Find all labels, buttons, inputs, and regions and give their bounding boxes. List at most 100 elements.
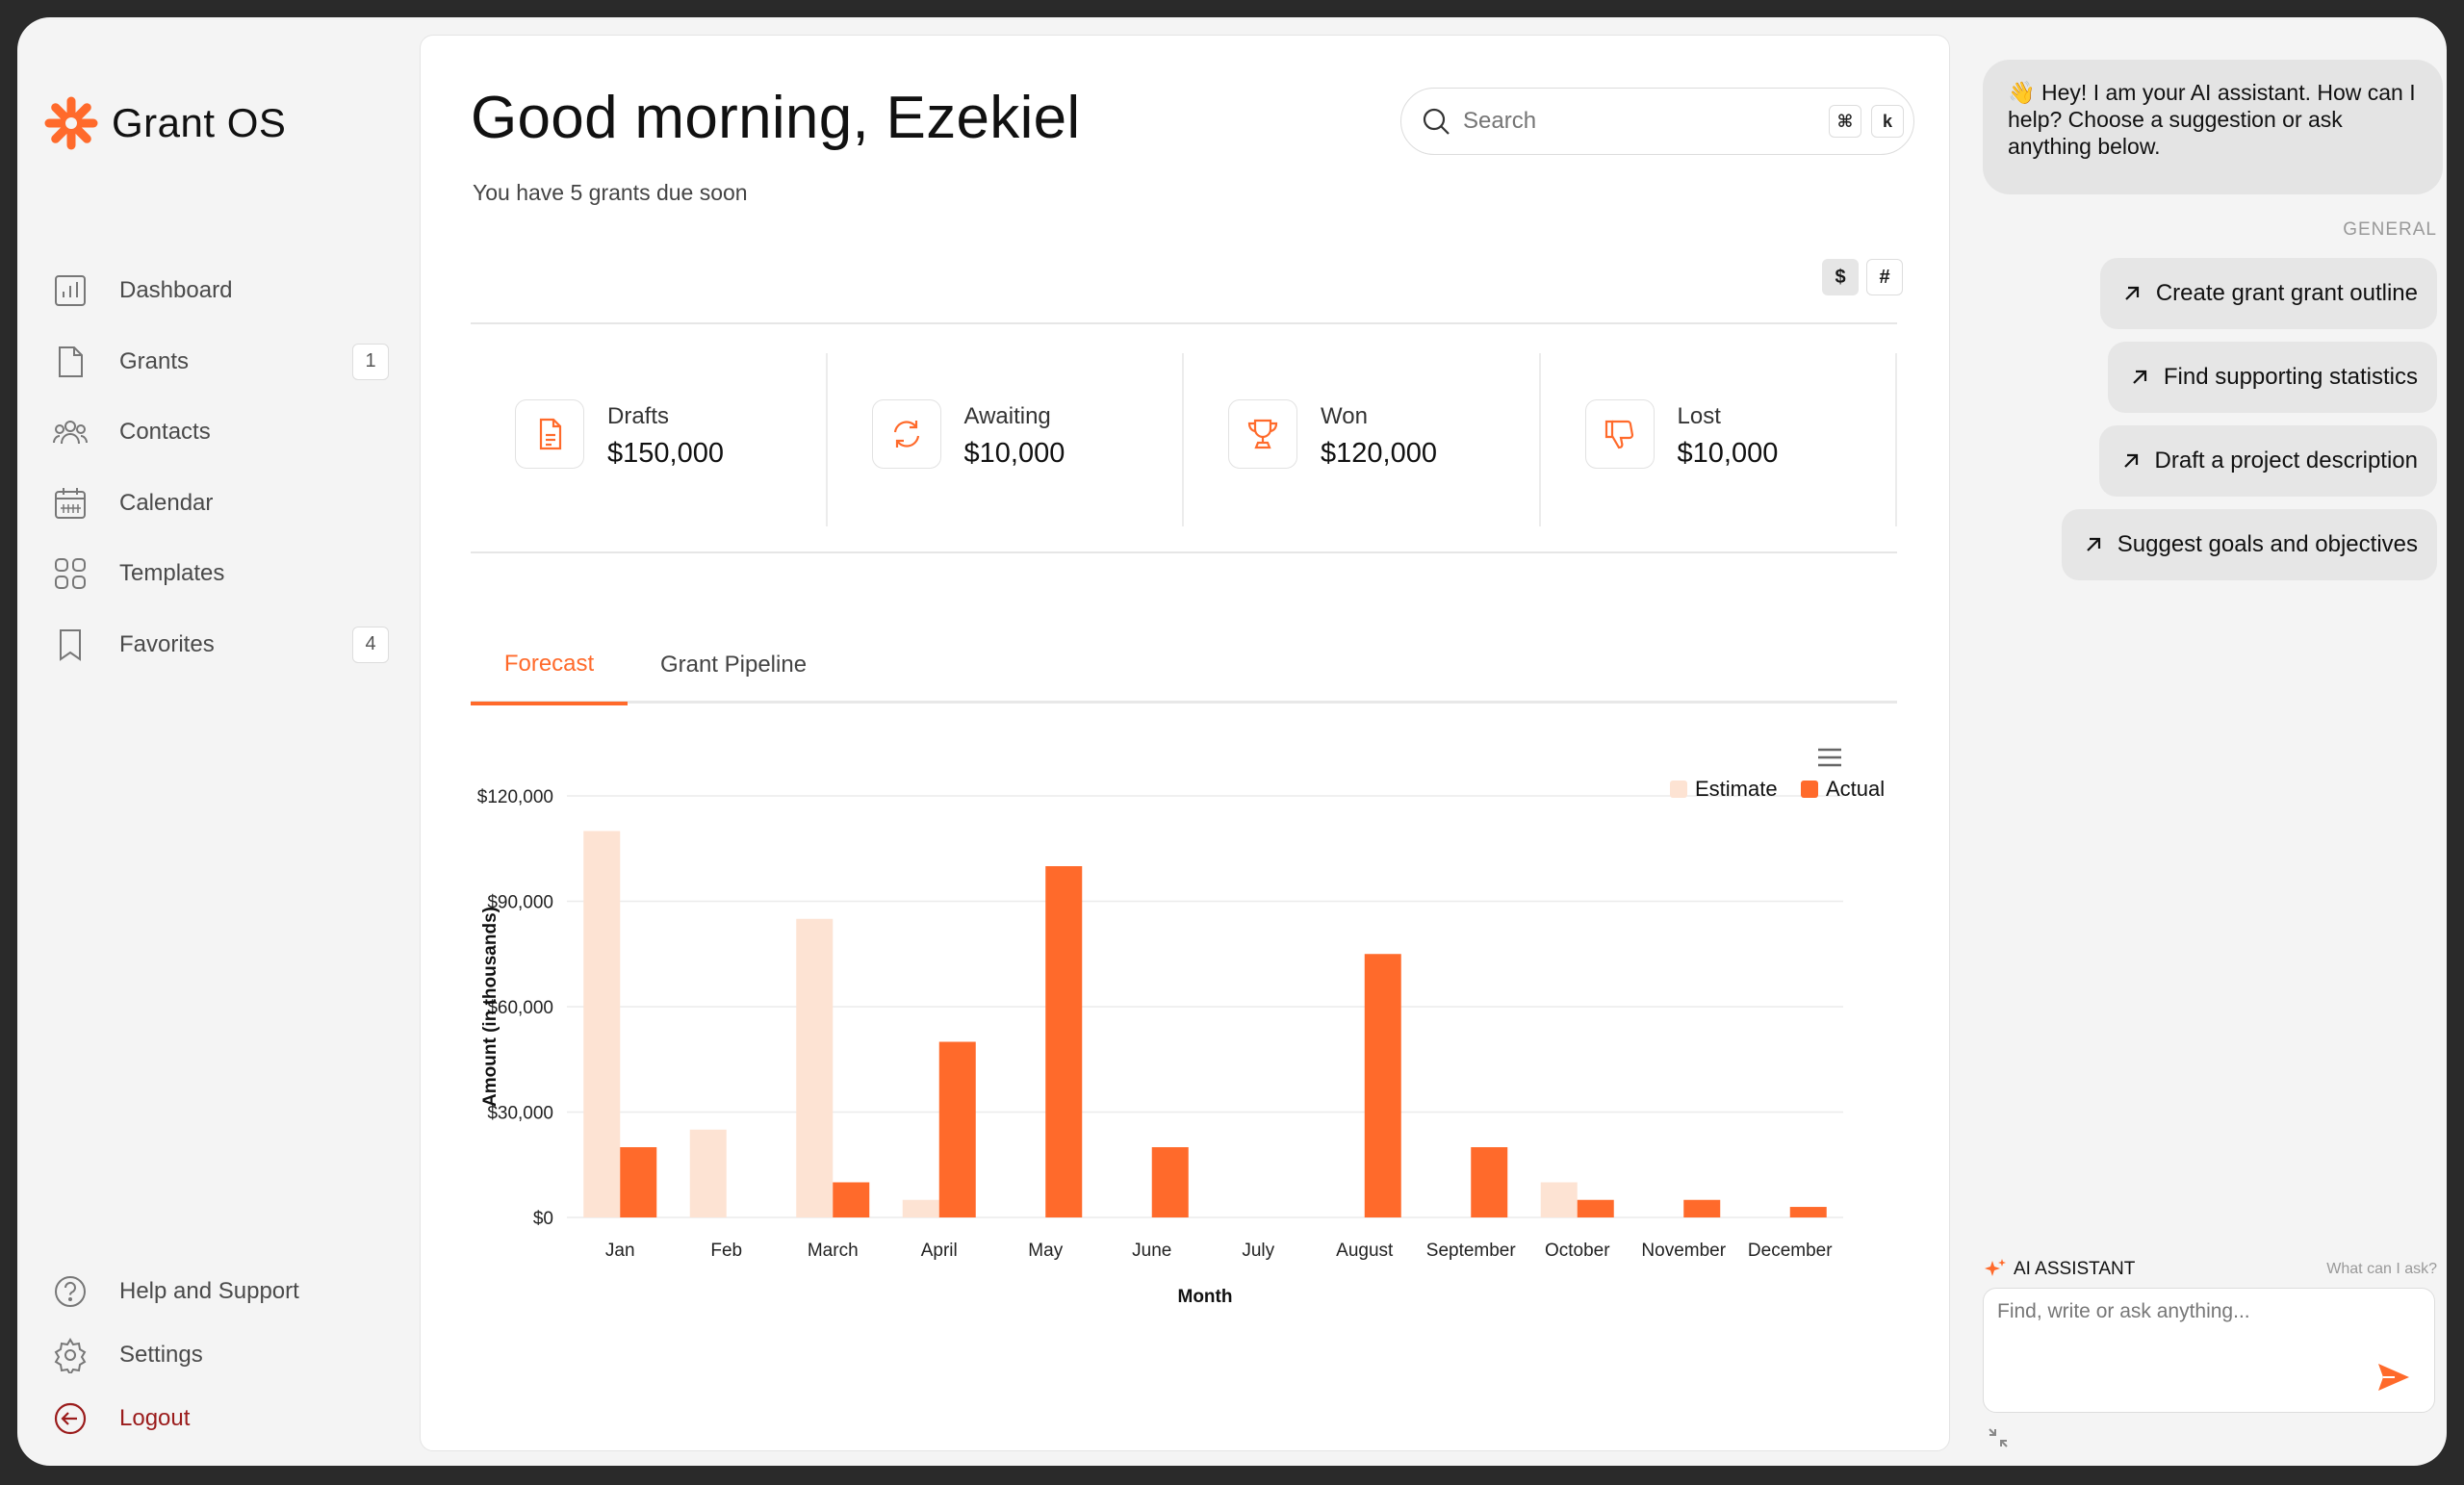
sidebar-item-settings[interactable]: Settings	[52, 1332, 389, 1378]
bar-actual-may	[1045, 866, 1083, 1217]
stat-label: Awaiting	[963, 403, 1051, 429]
stat-label: Won	[1321, 403, 1368, 429]
trophy-icon	[1247, 419, 1278, 449]
people-icon	[53, 421, 88, 445]
tab-forecast[interactable]: Forecast	[471, 627, 628, 705]
stat-value: $10,000	[963, 438, 1065, 469]
forecast-chart: Estimate Actual $0 $30,000 $60,000 $90,000 $1…	[471, 719, 1897, 1412]
gear-icon	[54, 1338, 87, 1373]
x-tick-label: December	[1748, 1241, 1833, 1261]
value-format-toggle: $ #	[1814, 259, 1903, 295]
tab-grant-pipeline[interactable]: Grant Pipeline	[659, 652, 808, 678]
bar-chart-icon	[55, 275, 86, 306]
sidebar-item-label: Templates	[119, 560, 225, 586]
sidebar-item-label: Settings	[119, 1342, 203, 1368]
suggestion-button[interactable]: Find supporting statistics	[2107, 342, 2437, 413]
x-tick-label: October	[1545, 1241, 1610, 1261]
grid-icon	[55, 558, 86, 589]
divider	[471, 322, 1897, 324]
sidebar-item-favorites[interactable]: Favorites 4	[52, 622, 389, 668]
sidebar-item-label: Favorites	[119, 630, 215, 657]
sidebar-item-label: Help and Support	[119, 1278, 299, 1304]
legend-label: Estimate	[1695, 777, 1778, 801]
y-tick-label: $60,000	[487, 998, 553, 1018]
sidebar-item-calendar[interactable]: Calendar	[52, 480, 389, 526]
what-can-i-ask-link[interactable]: What can I ask?	[2326, 1261, 2437, 1277]
refresh-icon	[893, 421, 919, 448]
bar-actual-june	[1151, 1147, 1189, 1217]
main-nav: Dashboard Grants 1 Contacts	[52, 268, 389, 692]
document-icon	[539, 418, 562, 450]
x-tick-label: November	[1641, 1241, 1726, 1261]
divider	[471, 551, 1897, 553]
stat-card-lost[interactable]: Lost $10,000	[1541, 353, 1897, 526]
bar-actual-november	[1683, 1199, 1721, 1217]
shortcut-key-cmd: ⌘	[1829, 105, 1861, 138]
ai-prompt-input[interactable]: Find, write or ask anything...	[1983, 1288, 2435, 1413]
search-icon	[1423, 108, 1450, 135]
stat-value: $150,000	[607, 438, 724, 469]
legend-swatch	[1801, 781, 1818, 798]
send-icon[interactable]	[2374, 1358, 2413, 1396]
stat-card-awaiting[interactable]: Awaiting $10,000	[828, 353, 1184, 526]
suggestion-label: Find supporting statistics	[2163, 364, 2418, 390]
ai-assistant-label: AI ASSISTANT	[1983, 1257, 2135, 1282]
bar-actual-april	[938, 1041, 976, 1217]
stat-label: Lost	[1677, 403, 1721, 429]
suggestion-label: Draft a project description	[2154, 448, 2418, 474]
ai-assistant-title: AI ASSISTANT	[2014, 1259, 2136, 1279]
main-panel: Good morning, Ezekiel You have 5 grants …	[420, 35, 1950, 1451]
arrow-up-right-icon	[2125, 286, 2139, 300]
asterisk-logo-icon	[44, 96, 98, 150]
stat-label: Drafts	[607, 403, 670, 429]
sidebar-item-label: Calendar	[119, 489, 214, 516]
stat-icon-wrap	[1228, 399, 1297, 469]
search-bar[interactable]: ⌘ k	[1400, 88, 1914, 155]
shortcut-key-k: k	[1871, 105, 1904, 138]
arrow-up-right-icon	[2123, 453, 2138, 468]
sidebar: Grant OS Dashboard Grants 1	[17, 17, 412, 1466]
forecast-chart-svg: Estimate Actual $0 $30,000 $60,000 $90,000 $1…	[477, 742, 1885, 1307]
brand-name: Grant OS	[112, 100, 287, 145]
bar-estimate-october	[1540, 1182, 1578, 1217]
arrow-up-right-icon	[2133, 370, 2146, 384]
sidebar-item-contacts[interactable]: Contacts	[52, 409, 389, 455]
app-window: Grant OS Dashboard Grants 1	[17, 17, 2447, 1466]
thumbs-down-icon	[1604, 420, 1633, 449]
brand[interactable]: Grant OS	[44, 96, 286, 150]
sidebar-item-templates[interactable]: Templates	[52, 550, 389, 597]
bar-actual-october	[1577, 1199, 1614, 1217]
suggestion-section-title: GENERAL	[2343, 219, 2437, 240]
y-tick-label: $120,000	[477, 787, 553, 807]
arrow-up-right-icon	[2087, 537, 2100, 551]
suggestion-button[interactable]: Draft a project description	[2098, 425, 2437, 497]
bar-estimate-feb	[689, 1129, 727, 1217]
page-title: Good morning, Ezekiel	[471, 85, 1081, 151]
sidebar-item-help[interactable]: Help and Support	[52, 1268, 389, 1315]
logout-icon	[54, 1402, 87, 1435]
suggestion-label: Suggest goals and objectives	[2117, 531, 2418, 557]
bar-estimate-march	[796, 918, 834, 1217]
document-icon	[59, 346, 83, 377]
page-subtitle: You have 5 grants due soon	[473, 180, 748, 205]
bar-estimate-jan	[583, 831, 621, 1217]
tab-bar: Forecast Grant Pipeline	[471, 627, 1897, 705]
search-input[interactable]	[1463, 108, 1829, 135]
x-tick-label: June	[1132, 1241, 1171, 1261]
logout-button[interactable]: Logout	[52, 1395, 389, 1442]
y-axis-title: Amount (in thousands)	[480, 907, 500, 1107]
stat-card-won[interactable]: Won $120,000	[1184, 353, 1541, 526]
help-circle-icon	[55, 1276, 86, 1307]
sidebar-item-grants[interactable]: Grants 1	[52, 339, 389, 385]
stat-card-drafts[interactable]: Drafts $150,000	[471, 353, 828, 526]
collapse-icon[interactable]	[1987, 1426, 2010, 1449]
count-toggle-button[interactable]: #	[1866, 259, 1903, 295]
sidebar-item-dashboard[interactable]: Dashboard	[52, 268, 389, 314]
chart-menu-icon[interactable]	[1812, 742, 1847, 773]
x-tick-label: May	[1028, 1241, 1063, 1261]
currency-toggle-button[interactable]: $	[1822, 259, 1859, 295]
bar-estimate-april	[902, 1199, 939, 1217]
count-badge: 1	[352, 343, 389, 380]
suggestion-button[interactable]: Suggest goals and objectives	[2061, 509, 2437, 580]
suggestion-button[interactable]: Create grant grant outline	[2099, 258, 2437, 329]
